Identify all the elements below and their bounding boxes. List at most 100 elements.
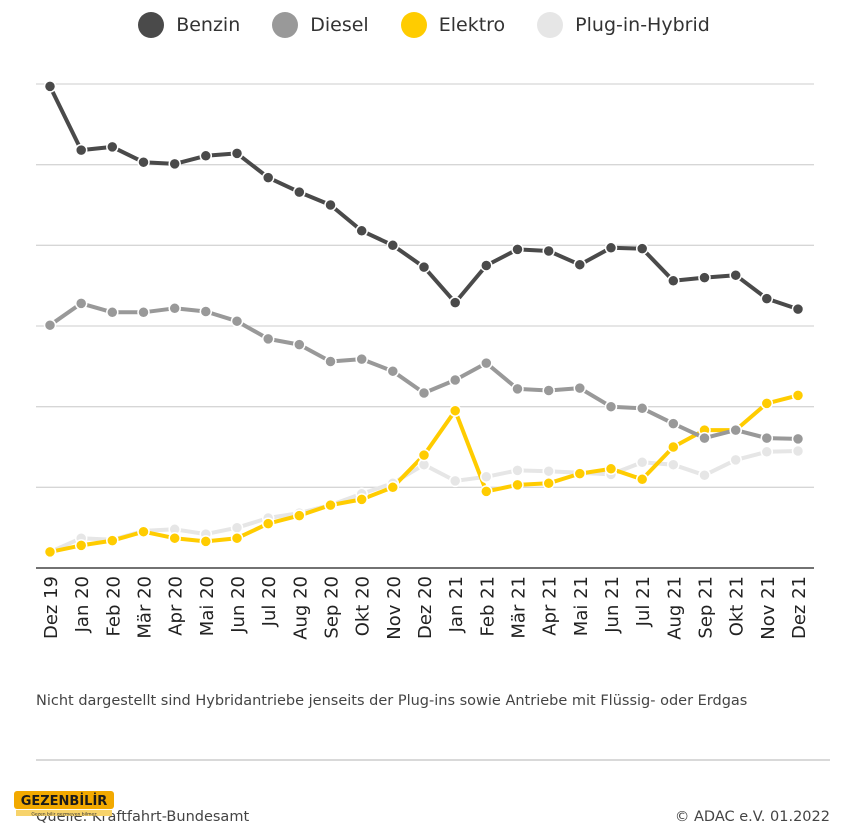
point-benzin-3[interactable]: [137, 155, 150, 169]
point-elektro-3[interactable]: [137, 525, 150, 538]
legend-item-diesel[interactable]: Diesel: [272, 12, 369, 38]
point-benzin-16[interactable]: [542, 244, 555, 258]
point-benzin-17[interactable]: [573, 258, 587, 271]
point-plug-in-hybrid-23[interactable]: [760, 445, 774, 459]
point-benzin-12[interactable]: [417, 260, 431, 274]
point-diesel-19[interactable]: [635, 402, 649, 415]
point-benzin-2[interactable]: [106, 140, 119, 154]
point-diesel-13[interactable]: [448, 373, 462, 387]
point-elektro-2[interactable]: [106, 534, 119, 547]
legend-label-elektro: Elektro: [438, 14, 506, 36]
point-diesel-3[interactable]: [137, 306, 150, 319]
point-elektro-19[interactable]: [635, 473, 649, 486]
point-benzin-10[interactable]: [355, 224, 368, 238]
point-elektro-11[interactable]: [386, 481, 400, 494]
legend-item-benzin[interactable]: Benzin: [138, 12, 240, 38]
point-elektro-5[interactable]: [199, 535, 213, 548]
point-benzin-1[interactable]: [74, 143, 88, 157]
point-plug-in-hybrid-15[interactable]: [511, 464, 524, 477]
point-benzin-22[interactable]: [729, 268, 742, 282]
point-plug-in-hybrid-14[interactable]: [480, 470, 493, 484]
point-elektro-10[interactable]: [355, 493, 368, 506]
point-benzin-6[interactable]: [230, 147, 244, 160]
point-diesel-10[interactable]: [355, 352, 368, 366]
point-benzin-21[interactable]: [698, 271, 711, 284]
point-benzin-15[interactable]: [511, 243, 524, 256]
point-diesel-20[interactable]: [667, 417, 680, 430]
point-benzin-5[interactable]: [199, 149, 213, 163]
point-diesel-8[interactable]: [293, 338, 306, 351]
point-benzin-4[interactable]: [168, 157, 181, 171]
point-benzin-9[interactable]: [324, 198, 337, 212]
point-elektro-16[interactable]: [542, 477, 555, 490]
point-elektro-13[interactable]: [448, 404, 462, 417]
point-diesel-16[interactable]: [542, 384, 555, 397]
point-plug-in-hybrid-24[interactable]: [791, 444, 805, 458]
point-benzin-24[interactable]: [791, 302, 805, 316]
point-elektro-15[interactable]: [511, 478, 524, 492]
point-elektro-1[interactable]: [74, 539, 88, 552]
point-diesel-4[interactable]: [168, 302, 181, 315]
point-benzin-0[interactable]: [43, 80, 57, 93]
legend-item-plugin-hybrid[interactable]: Plug-in-Hybrid: [537, 12, 710, 38]
point-elektro-6[interactable]: [230, 531, 244, 545]
point-diesel-14[interactable]: [480, 356, 493, 370]
point-elektro-24[interactable]: [791, 389, 805, 402]
x-tick-labels: Dez 19 Jan 20 Feb 20 Mär 20 Apr 20 Mai 20 Jun …: [41, 576, 810, 640]
point-diesel-7[interactable]: [261, 332, 275, 346]
point-diesel-2[interactable]: [106, 306, 119, 319]
point-diesel-5[interactable]: [199, 305, 213, 318]
point-diesel-24[interactable]: [791, 432, 805, 446]
point-plug-in-hybrid-16[interactable]: [542, 464, 555, 478]
x-tick-label-13: Jan 21: [446, 576, 467, 633]
point-diesel-12[interactable]: [417, 386, 431, 400]
point-elektro-9[interactable]: [324, 498, 337, 512]
x-tick-label-2: Feb 20: [103, 576, 124, 637]
point-elektro-4[interactable]: [168, 531, 181, 545]
point-elektro-17[interactable]: [573, 467, 587, 480]
svg-text:Gezen bilir gezmeyen bilmez: Gezen bilir gezmeyen bilmez: [31, 812, 97, 818]
point-benzin-18[interactable]: [604, 241, 618, 255]
point-diesel-21[interactable]: [698, 431, 711, 445]
point-diesel-1[interactable]: [74, 297, 88, 310]
point-benzin-11[interactable]: [386, 239, 400, 252]
x-tick-label-16: Apr 21: [540, 576, 561, 636]
point-elektro-20[interactable]: [667, 440, 680, 454]
point-plug-in-hybrid-6[interactable]: [230, 521, 244, 534]
point-plug-in-hybrid-20[interactable]: [667, 458, 680, 471]
x-tick-label-11: Nov 20: [384, 576, 405, 640]
point-plug-in-hybrid-22[interactable]: [729, 453, 742, 467]
point-plug-in-hybrid-19[interactable]: [635, 456, 649, 469]
point-elektro-0[interactable]: [43, 545, 57, 559]
legend-item-elektro[interactable]: Elektro: [400, 12, 506, 38]
point-elektro-18[interactable]: [604, 462, 618, 476]
point-benzin-7[interactable]: [261, 171, 275, 184]
point-diesel-18[interactable]: [604, 400, 618, 413]
x-tick-label-22: Okt 21: [727, 576, 748, 636]
point-diesel-0[interactable]: [43, 318, 57, 332]
point-diesel-23[interactable]: [760, 431, 774, 445]
point-plug-in-hybrid-13[interactable]: [448, 474, 462, 488]
point-elektro-12[interactable]: [417, 448, 431, 462]
point-diesel-9[interactable]: [324, 355, 337, 368]
point-benzin-19[interactable]: [635, 242, 649, 255]
point-elektro-7[interactable]: [261, 517, 275, 530]
x-tick-label-14: Feb 21: [477, 576, 498, 637]
point-diesel-11[interactable]: [386, 364, 400, 378]
point-plug-in-hybrid-21[interactable]: [698, 468, 711, 482]
point-benzin-23[interactable]: [760, 292, 774, 305]
point-benzin-14[interactable]: [480, 259, 493, 272]
point-elektro-14[interactable]: [480, 485, 493, 498]
point-diesel-17[interactable]: [573, 381, 587, 395]
point-diesel-6[interactable]: [230, 314, 244, 328]
x-tick-label-23: Nov 21: [758, 576, 779, 640]
point-benzin-8[interactable]: [293, 185, 306, 199]
point-diesel-22[interactable]: [729, 423, 742, 437]
point-elektro-8[interactable]: [293, 509, 306, 522]
point-diesel-15[interactable]: [511, 382, 524, 396]
point-benzin-13[interactable]: [448, 296, 462, 309]
point-elektro-23[interactable]: [760, 397, 774, 410]
point-benzin-20[interactable]: [667, 274, 680, 288]
x-tick-label-6: Jun 20: [228, 576, 249, 634]
x-tick-label-19: Jul 21: [633, 576, 654, 627]
